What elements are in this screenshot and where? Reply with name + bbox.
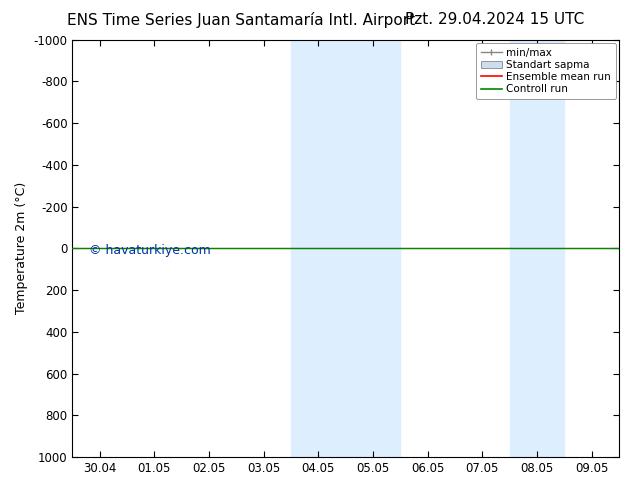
Text: © havaturkiye.com: © havaturkiye.com [89, 244, 210, 257]
Bar [346, 40, 400, 457]
Bar [291, 40, 346, 457]
Text: Pzt. 29.04.2024 15 UTC: Pzt. 29.04.2024 15 UTC [405, 12, 584, 27]
Text: ENS Time Series Juan Santamaría Intl. Airport: ENS Time Series Juan Santamaría Intl. Ai… [67, 12, 415, 28]
Legend: min/max, Standart sapma, Ensemble mean run, Controll run: min/max, Standart sapma, Ensemble mean r… [476, 43, 616, 99]
Y-axis label: Temperature 2m (°C): Temperature 2m (°C) [15, 182, 28, 315]
Bar [510, 40, 564, 457]
